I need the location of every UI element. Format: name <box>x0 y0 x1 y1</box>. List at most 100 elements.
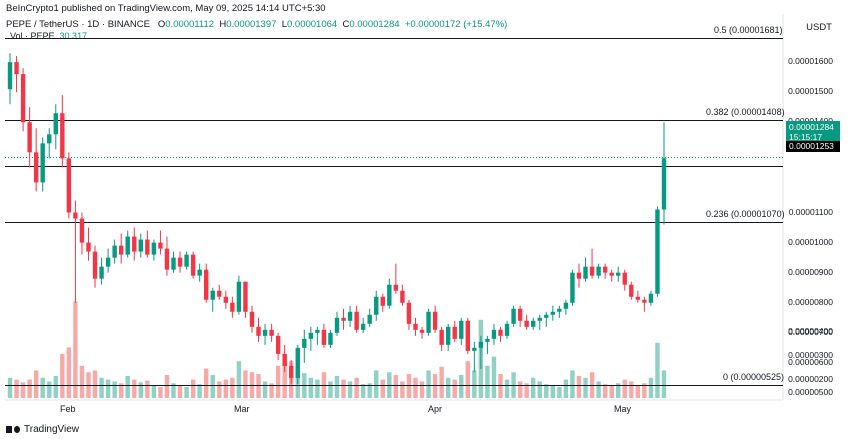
tradingview-brand[interactable]: TradingView <box>6 424 79 435</box>
volume-bar <box>557 386 562 398</box>
volume-bar <box>341 379 346 398</box>
volume-bar <box>354 377 359 398</box>
candle-body <box>609 272 614 276</box>
volume-bar <box>576 375 582 398</box>
candle-body <box>249 311 255 327</box>
candle-body <box>118 245 124 255</box>
candle-body <box>125 236 130 255</box>
volume-bar <box>622 379 627 398</box>
volume-bar <box>400 381 405 398</box>
volume-bar <box>204 368 209 398</box>
price-tick-label: 0.00000500 <box>788 386 833 397</box>
time-tick-label: Feb <box>60 404 76 414</box>
volume-bar <box>151 385 157 398</box>
open-label: O <box>157 19 166 30</box>
fib-level-label: 0.382 (0.00001408) <box>706 106 785 117</box>
volume-bar <box>145 380 150 398</box>
volume-bar <box>393 375 399 398</box>
open-value: 0.00001112 <box>165 19 215 30</box>
volume-bar <box>635 385 641 398</box>
volume-bar <box>112 381 117 398</box>
candle-body <box>236 281 242 312</box>
time-tick-label: Apr <box>428 404 443 414</box>
candle-body <box>642 299 647 303</box>
candle-body <box>544 314 549 318</box>
candle-body <box>145 239 150 255</box>
candle-body <box>387 284 392 306</box>
candle-body <box>321 329 327 345</box>
candle-body <box>328 332 333 345</box>
price-tick-label: 0.00000800 <box>788 296 833 307</box>
volume-bar <box>655 342 660 398</box>
volume-bar <box>210 375 215 398</box>
candle-body <box>347 311 353 321</box>
price-tick-label: 0.00001600 <box>788 56 833 67</box>
volume-bar <box>217 381 222 398</box>
publisher-credit: BeInCrypto1 published on TradingView.com… <box>6 3 326 14</box>
volume-bar <box>380 379 385 398</box>
candle-body <box>485 338 490 342</box>
volume-bar <box>125 375 130 398</box>
price-tick-label: 0.00000300 <box>788 350 833 360</box>
candle-body <box>308 332 314 339</box>
volume-bar <box>367 383 372 398</box>
bar-countdown: 15:15:17 <box>789 132 823 142</box>
volume-bar <box>184 386 189 398</box>
volume-bar <box>491 356 497 398</box>
candle-body <box>576 272 582 279</box>
candle-body <box>596 266 601 276</box>
candle-body <box>66 158 72 213</box>
brand-label: TradingView <box>24 424 80 435</box>
low-value: 0.00001064 <box>286 19 338 30</box>
candle-body <box>655 209 660 294</box>
symbol-label[interactable]: PEPE / TetherUS · 1D · BINANCE <box>6 19 150 30</box>
candle-body <box>491 329 497 339</box>
candle-body <box>622 272 627 285</box>
high-label: H <box>219 19 227 30</box>
volume-bar <box>616 383 621 398</box>
volume-bar <box>275 365 281 398</box>
candle-body <box>360 323 366 330</box>
time-tick-label: Mar <box>234 404 250 414</box>
price-tick-label: 0.00000900 <box>788 266 833 277</box>
volume-bar <box>445 377 451 398</box>
candle-body <box>439 329 444 345</box>
volume-bar <box>33 370 39 398</box>
candle-body <box>197 269 202 276</box>
volume-bar <box>334 375 340 398</box>
high-value: 0.00001397 <box>226 19 277 30</box>
candle-body <box>583 266 588 279</box>
candle-body <box>661 158 667 210</box>
volume-bar <box>472 370 477 398</box>
candle-body <box>112 245 117 258</box>
candle-body <box>406 302 412 324</box>
volume-bar <box>197 384 202 398</box>
candle-body <box>334 317 340 333</box>
level-price-tag: 0.00001253 <box>786 141 840 152</box>
volume-bar <box>27 379 32 398</box>
candle-body <box>616 272 621 276</box>
candle-body <box>73 212 78 219</box>
candle-body <box>504 323 510 336</box>
volume-bar <box>661 370 667 398</box>
candle-body <box>537 317 542 321</box>
price-tick-label: 0.00001500 <box>788 86 833 97</box>
volume-bar <box>256 374 261 398</box>
volume-bar <box>7 377 13 398</box>
volume-bar <box>269 383 274 398</box>
volume-bar <box>544 384 549 398</box>
volume-bar <box>60 353 65 398</box>
candle-body <box>648 293 654 303</box>
volume-bar <box>138 382 143 398</box>
currency-label: USDT <box>806 22 832 33</box>
price-tick-label: 0.00001000 <box>788 236 833 247</box>
price-tick-label: 0.00000400 <box>788 326 833 336</box>
candle-body <box>602 266 608 273</box>
candle-body <box>465 320 470 351</box>
current-price-tag: 0.00001284 15:15:17 <box>786 121 840 143</box>
candle-body <box>393 284 399 291</box>
candle-body <box>472 347 477 351</box>
volume-bar <box>419 381 425 398</box>
candle-body <box>86 242 91 252</box>
